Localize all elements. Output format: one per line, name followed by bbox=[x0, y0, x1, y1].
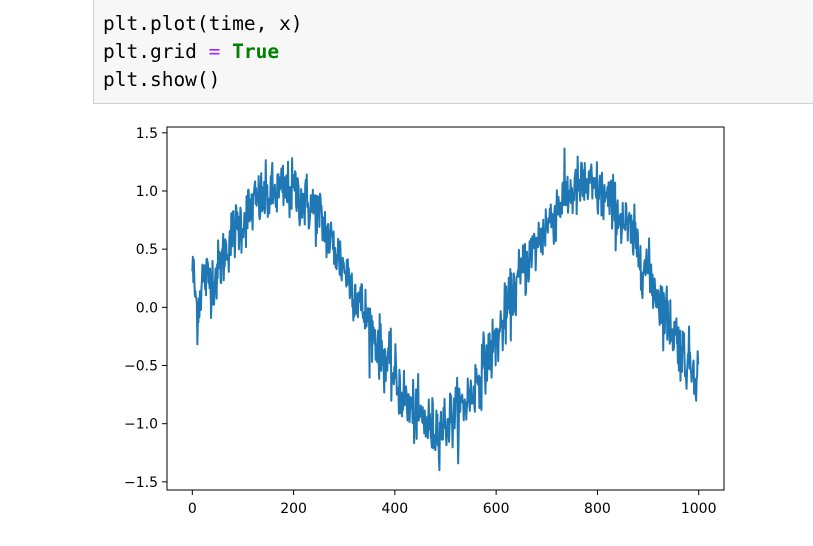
y-tick-label: 0.0 bbox=[136, 300, 158, 316]
code-line-show: plt.show() bbox=[103, 66, 220, 94]
code-text: plt.show() bbox=[103, 68, 221, 91]
y-tick-label: −1.0 bbox=[124, 417, 158, 433]
code-text: plt.grid bbox=[103, 40, 209, 63]
output-area: 0 200 400 600 800 1000 1.5 1.0 0.5 0.0 −0.5 −1.0 −1… bbox=[93, 104, 813, 546]
x-tick-label: 600 bbox=[483, 501, 510, 517]
line-chart: 0 200 400 600 800 1000 1.5 1.0 0.5 0.0 −0.5 −1.0 −1… bbox=[124, 126, 725, 517]
code-keyword: True bbox=[232, 40, 280, 63]
x-tick-label: 200 bbox=[280, 501, 307, 517]
code-line-grid: plt.grid = True bbox=[103, 38, 279, 66]
x-axis: 0 200 400 600 800 1000 bbox=[188, 490, 717, 517]
code-cell[interactable]: plt.plot(time, x) plt.grid = True plt.sh… bbox=[93, 0, 813, 104]
code-text: plt.plot(time, x) bbox=[103, 12, 303, 35]
x-tick-label: 0 bbox=[188, 501, 197, 517]
y-axis: 1.5 1.0 0.5 0.0 −0.5 −1.0 −1.5 bbox=[124, 126, 167, 491]
x-tick-label: 400 bbox=[381, 501, 408, 517]
code-operator: = bbox=[208, 40, 221, 63]
code-line-plot: plt.plot(time, x) bbox=[103, 10, 303, 38]
plot-frame bbox=[166, 126, 725, 491]
x-tick-label: 1000 bbox=[681, 501, 717, 517]
y-tick-label: 1.0 bbox=[136, 184, 158, 200]
y-tick-label: −1.5 bbox=[124, 475, 158, 491]
series-line bbox=[191, 147, 700, 472]
x-tick-label: 800 bbox=[584, 501, 611, 517]
y-tick-label: −0.5 bbox=[124, 359, 158, 375]
y-tick-label: 1.5 bbox=[136, 126, 158, 142]
y-tick-label: 0.5 bbox=[136, 242, 158, 258]
